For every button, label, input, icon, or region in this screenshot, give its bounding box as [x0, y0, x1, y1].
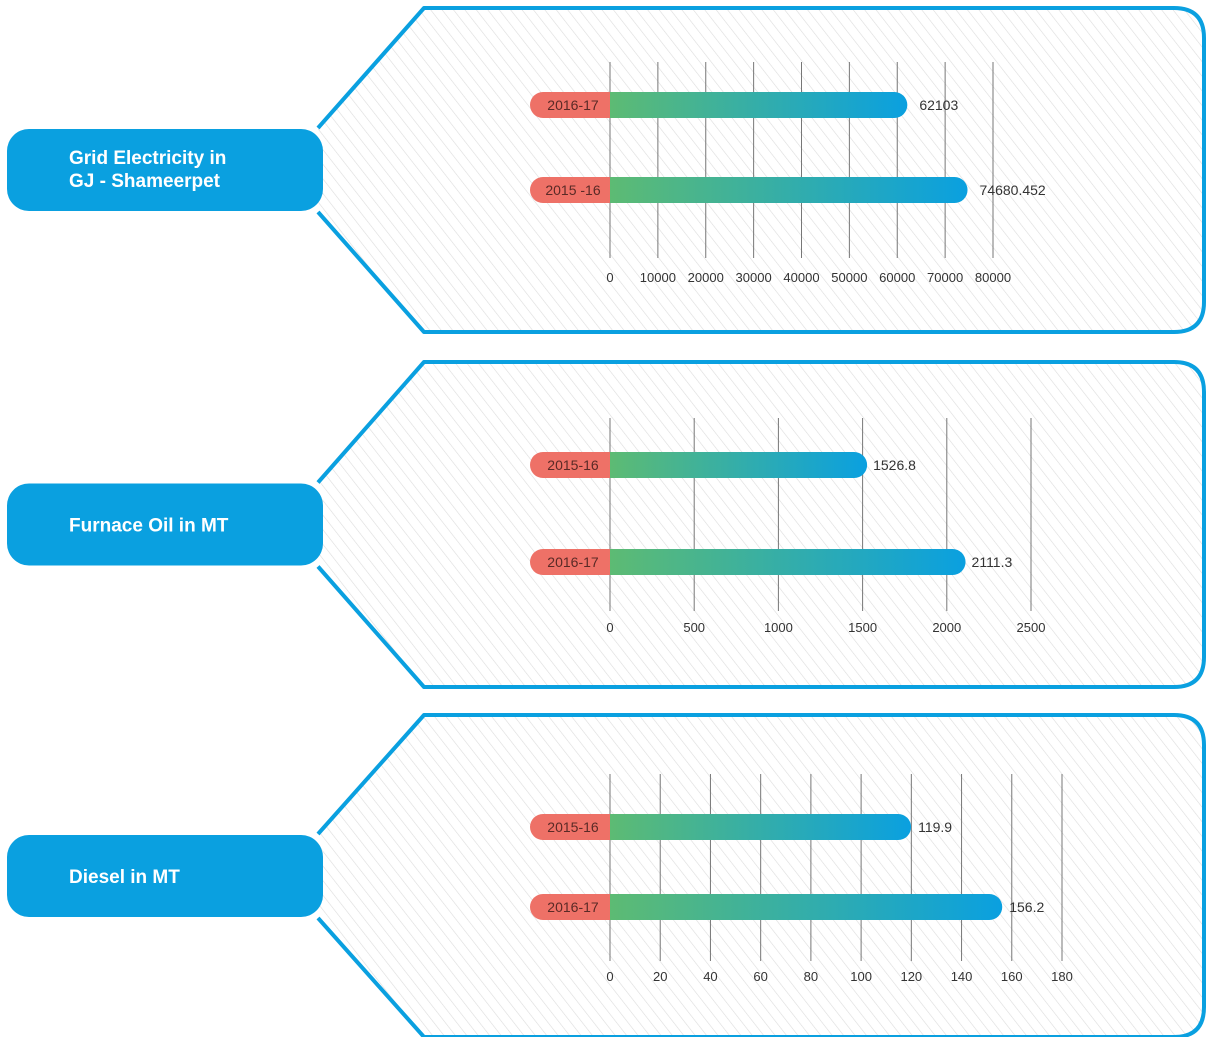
x-tick-label: 140	[951, 969, 973, 984]
x-tick-label: 80000	[975, 270, 1011, 285]
bar	[610, 177, 968, 203]
x-tick-label: 2000	[932, 620, 961, 635]
panel-title-box	[7, 835, 323, 917]
x-tick-label: 80	[804, 969, 818, 984]
x-tick-label: 100	[850, 969, 872, 984]
year-tag	[530, 894, 610, 920]
x-tick-label: 1000	[764, 620, 793, 635]
year-tag	[530, 452, 610, 478]
x-tick-label: 2500	[1017, 620, 1046, 635]
panel-title-box	[7, 483, 323, 566]
x-tick-label: 10000	[640, 270, 676, 285]
bar-value-label: 119.9	[918, 819, 952, 835]
x-tick-label: 20	[653, 969, 667, 984]
panel-outline	[316, 6, 1206, 334]
x-tick-label: 60	[753, 969, 767, 984]
bar	[610, 92, 908, 118]
x-tick-label: 160	[1001, 969, 1023, 984]
panel-title-line: Diesel in MT	[69, 867, 180, 888]
bar-value-label: 74680.452	[980, 182, 1046, 198]
panel-title-line: Furnace Oil in MT	[69, 516, 229, 537]
x-tick-label: 0	[606, 620, 613, 635]
x-tick-label: 60000	[879, 270, 915, 285]
panel-title-box	[7, 129, 323, 211]
bar-value-label: 62103	[919, 97, 958, 113]
panel-outline	[316, 360, 1206, 689]
year-tag-label: 2016-17	[547, 899, 599, 915]
x-tick-label: 0	[606, 969, 613, 984]
x-tick-label: 70000	[927, 270, 963, 285]
bar-value-label: 1526.8	[873, 457, 916, 473]
year-tag-label: 2015 -16	[545, 182, 600, 198]
x-tick-label: 40000	[783, 270, 819, 285]
x-tick-label: 20000	[688, 270, 724, 285]
year-tag-label: 2015-16	[547, 457, 599, 473]
year-tag-label: 2015-16	[547, 819, 599, 835]
x-tick-label: 1500	[848, 620, 877, 635]
x-tick-label: 500	[683, 620, 705, 635]
panel-title-line: Grid Electricity in	[69, 148, 226, 169]
x-tick-label: 40	[703, 969, 717, 984]
x-tick-label: 180	[1051, 969, 1073, 984]
chart-panel-3: Diesel in MT 0 20 40 60 80 100 120 140 160 180 2015…	[7, 713, 1206, 1037]
bar	[610, 452, 868, 478]
bar-value-label: 156.2	[1009, 899, 1044, 915]
bar-value-label: 2111.3	[972, 554, 1013, 570]
bar	[610, 894, 1003, 920]
x-tick-label: 50000	[831, 270, 867, 285]
year-tag	[530, 92, 610, 118]
year-tag-label: 2016-17	[547, 554, 599, 570]
x-tick-label: 30000	[736, 270, 772, 285]
bar	[610, 814, 912, 840]
x-tick-label: 120	[900, 969, 922, 984]
year-tag	[530, 177, 610, 203]
bar	[610, 549, 966, 575]
year-tag-label: 2016-17	[547, 97, 599, 113]
year-tag	[530, 814, 610, 840]
year-tag	[530, 549, 610, 575]
panel-title-line: GJ - Shameerpet	[69, 171, 221, 192]
chart-panel-2: Furnace Oil in MT 0 500 1000 1500 2000 2500 201…	[7, 360, 1206, 689]
x-tick-label: 0	[606, 270, 613, 285]
